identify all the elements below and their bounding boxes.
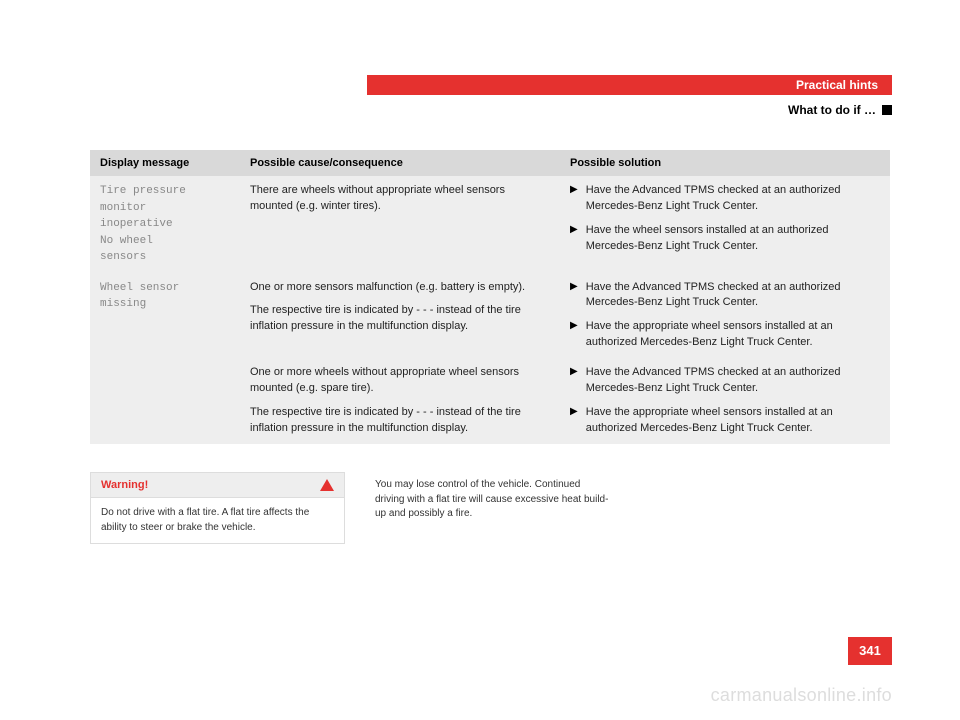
solution-text: Have the Advanced TPMS checked at an aut… [586,365,880,397]
cell-cause: One or more sensors malfunction (e.g. ba… [240,273,560,359]
solution-item: ▶Have the Advanced TPMS checked at an au… [570,183,880,215]
bullet-arrow-icon: ▶ [570,365,578,397]
solution-item: ▶Have the Advanced TPMS checked at an au… [570,365,880,397]
cell-solution: ▶Have the Advanced TPMS checked at an au… [560,176,890,273]
cell-solution: ▶Have the Advanced TPMS checked at an au… [560,358,890,444]
section-marker-icon [882,105,892,115]
solution-text: Have the appropriate wheel sensors insta… [586,405,880,437]
warning-box: Warning! Do not drive with a flat tire. … [90,472,345,544]
bullet-arrow-icon: ▶ [570,319,578,351]
cause-text: There are wheels without appropriate whe… [250,183,550,215]
solution-item: ▶Have the Advanced TPMS checked at an au… [570,280,880,312]
col-header-cause: Possible cause/consequence [240,150,560,176]
table-row: Tire pressure monitor inoperative No whe… [90,176,890,273]
solution-text: Have the Advanced TPMS checked at an aut… [586,280,880,312]
warning-body: Do not drive with a flat tire. A flat ti… [90,498,345,544]
watermark: carmanualsonline.info [711,685,892,706]
bullet-arrow-icon: ▶ [570,280,578,312]
section-header: What to do if … [788,103,892,117]
table-header-row: Display message Possible cause/consequen… [90,150,890,176]
cell-message: Tire pressure monitor inoperative No whe… [90,176,240,273]
col-header-solution: Possible solution [560,150,890,176]
solution-item: ▶Have the appropriate wheel sensors inst… [570,319,880,351]
cell-cause: One or more wheels without appropriate w… [240,358,560,444]
chapter-banner: Practical hints [367,75,892,95]
warning-header: Warning! [90,472,345,498]
solution-item: ▶Have the appropriate wheel sensors inst… [570,405,880,437]
cause-text: One or more sensors malfunction (e.g. ba… [250,280,550,296]
cause-text: The respective tire is indicated by - - … [250,405,550,437]
col-header-message: Display message [90,150,240,176]
bullet-arrow-icon: ▶ [570,405,578,437]
cause-text: One or more wheels without appropriate w… [250,365,550,397]
page-number: 341 [848,637,892,665]
cell-cause: There are wheels without appropriate whe… [240,176,560,273]
solution-item: ▶Have the wheel sensors installed at an … [570,223,880,255]
solution-text: Have the Advanced TPMS checked at an aut… [586,183,880,215]
bullet-arrow-icon: ▶ [570,183,578,215]
display-message-text: Wheel sensor missing [100,280,230,313]
cell-message: Wheel sensor missing [90,273,240,445]
solution-text: Have the wheel sensors installed at an a… [586,223,880,255]
table-row: Wheel sensor missing One or more sensors… [90,273,890,359]
warning-triangle-icon [320,479,334,491]
cell-solution: ▶Have the Advanced TPMS checked at an au… [560,273,890,359]
display-message-text: Tire pressure monitor inoperative No whe… [100,183,230,266]
warning-note: You may lose control of the vehicle. Con… [365,472,620,528]
cause-text: The respective tire is indicated by - - … [250,303,550,335]
troubleshooting-table: Display message Possible cause/consequen… [90,150,890,444]
warning-title: Warning! [101,479,148,491]
section-title: What to do if … [788,103,876,117]
chapter-title: Practical hints [796,78,878,92]
solution-text: Have the appropriate wheel sensors insta… [586,319,880,351]
bullet-arrow-icon: ▶ [570,223,578,255]
